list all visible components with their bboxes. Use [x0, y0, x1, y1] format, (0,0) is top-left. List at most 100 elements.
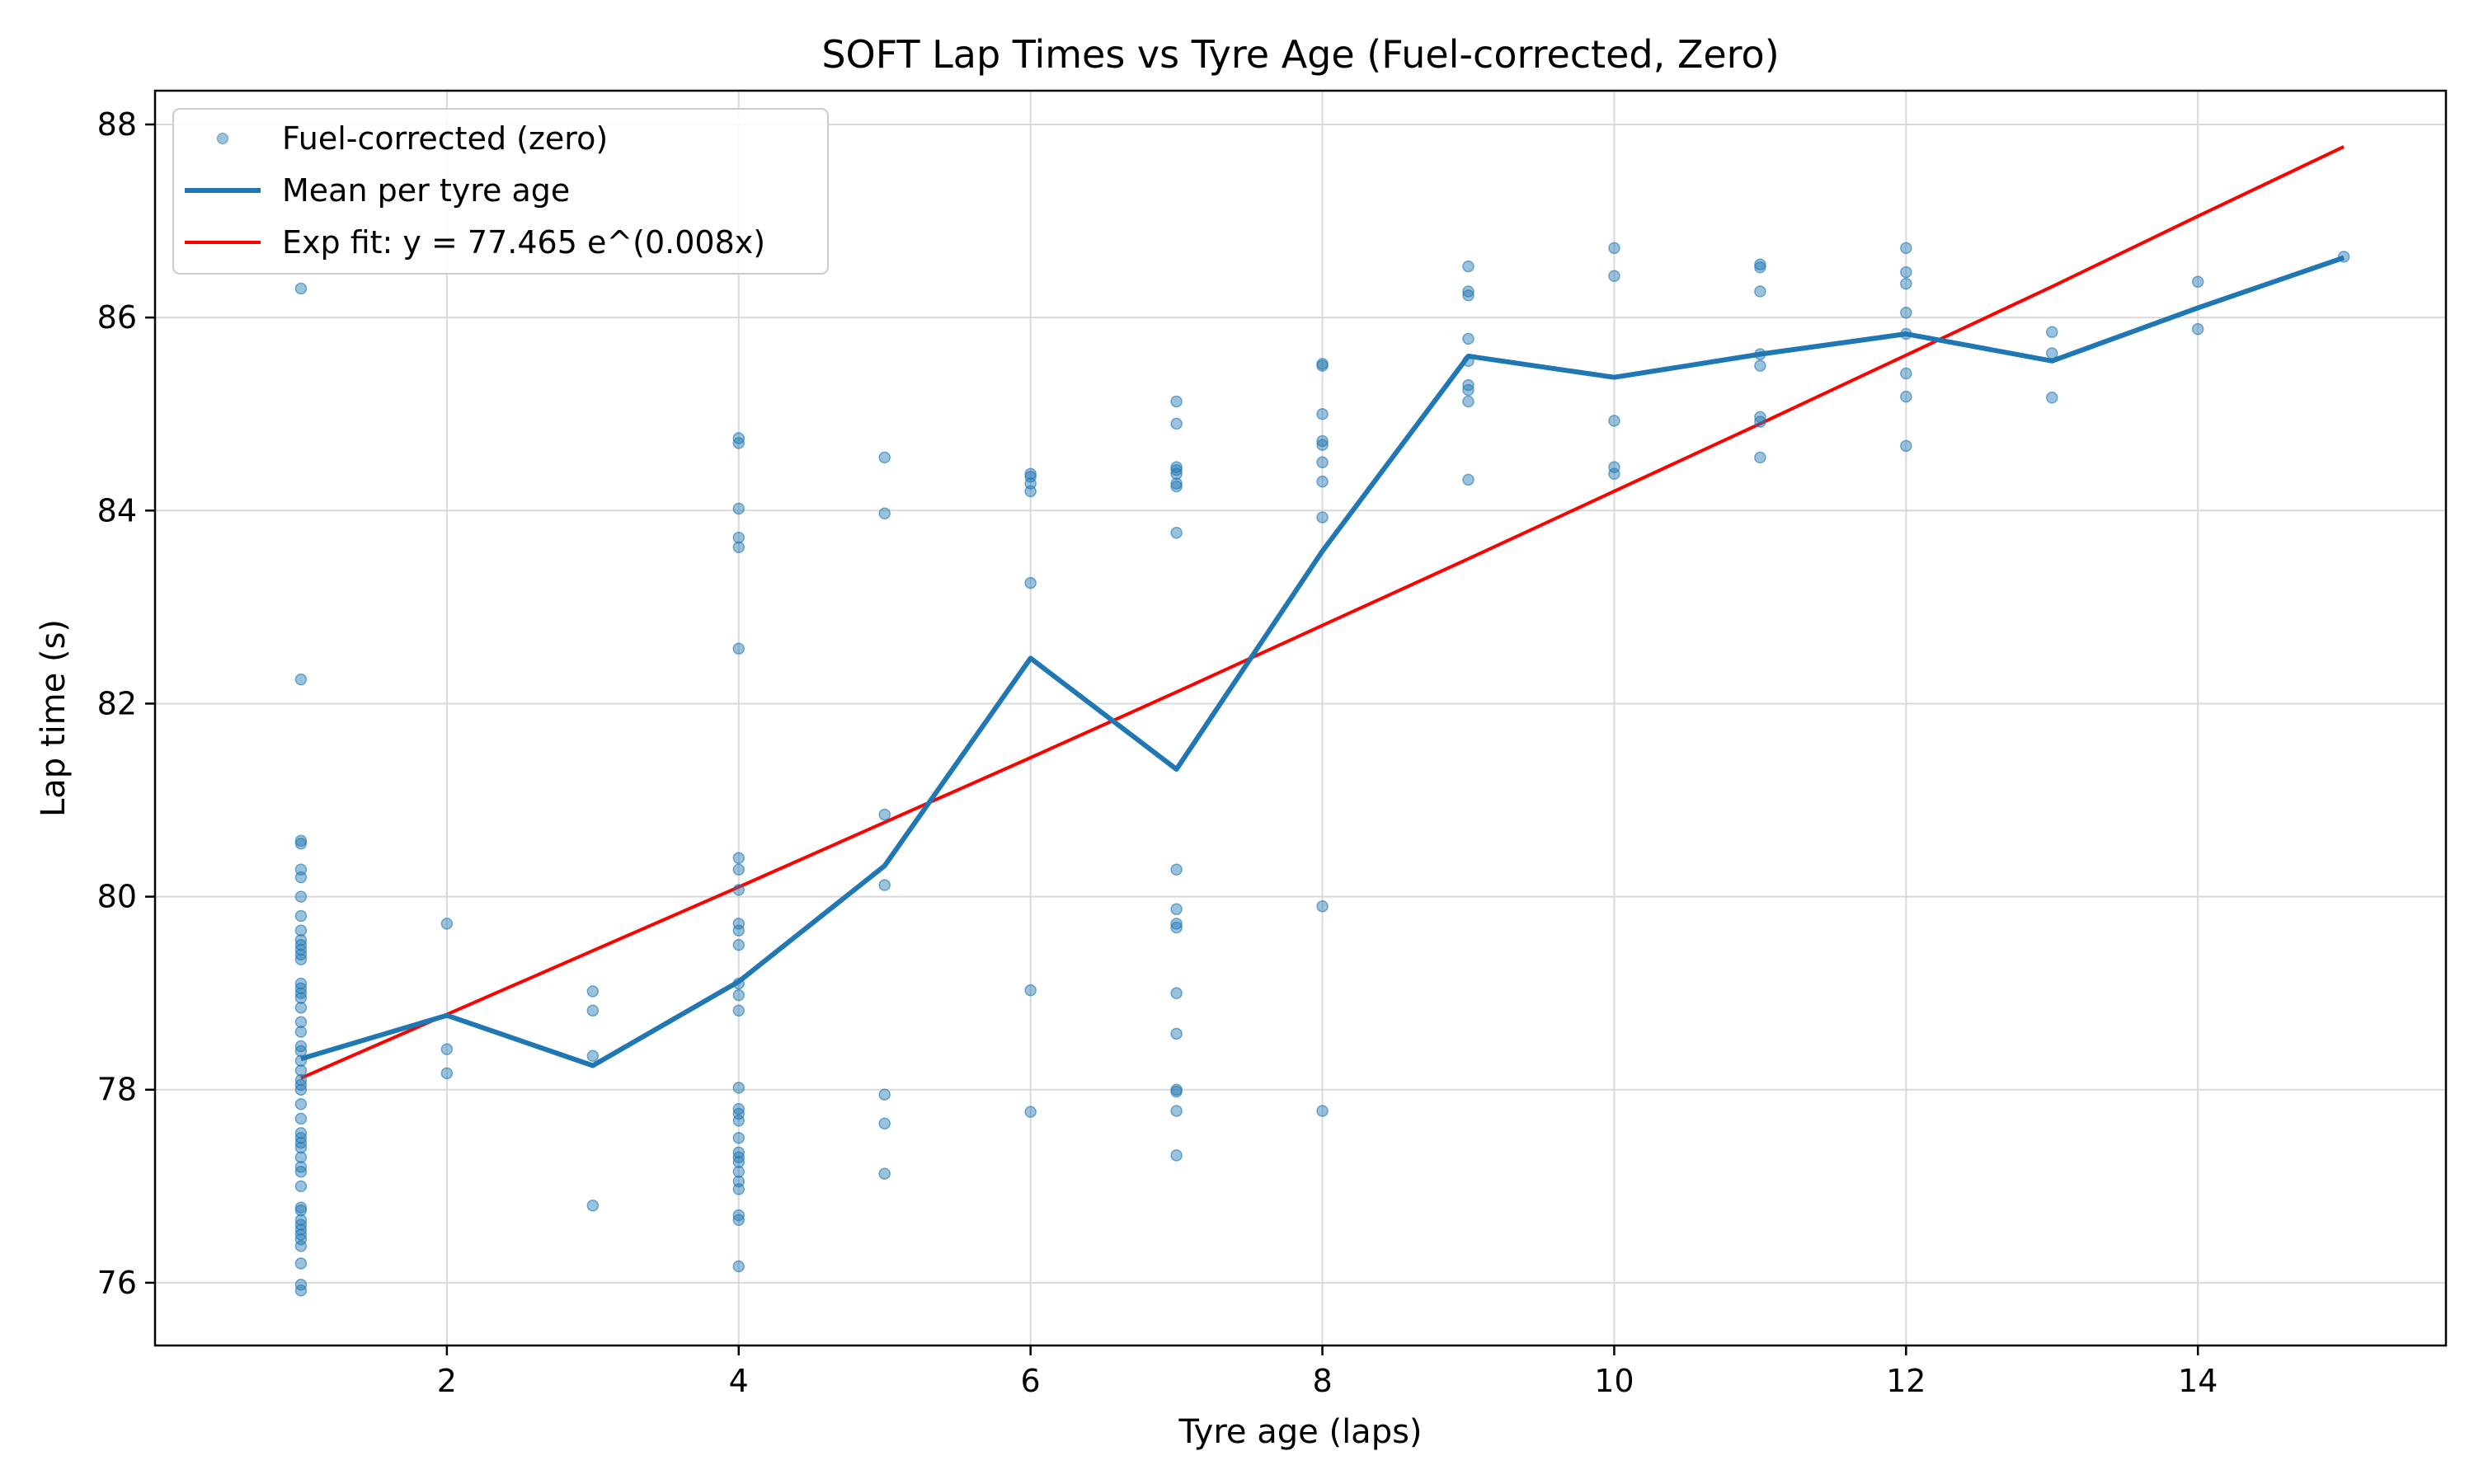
scatter-point	[294, 673, 308, 686]
scatter-point	[586, 1050, 600, 1063]
scatter-point	[1170, 863, 1183, 876]
y-tick-label: 88	[97, 106, 137, 143]
scatter-point	[732, 1114, 745, 1127]
scatter-point	[294, 834, 308, 847]
legend: Fuel-corrected (zero) Mean per tyre age …	[172, 108, 829, 275]
scatter-point	[878, 1117, 891, 1129]
scatter-point	[1608, 242, 1620, 255]
scatter-point	[440, 918, 454, 930]
scatter-point	[1170, 987, 1183, 999]
scatter-point	[1754, 416, 1766, 428]
scatter-point	[1754, 451, 1766, 464]
scatter-point	[878, 1167, 891, 1180]
scatter-point	[732, 884, 745, 896]
scatter-point	[1900, 265, 1912, 279]
y-tick-label: 84	[97, 492, 137, 528]
scatter-point	[1900, 277, 1912, 290]
scatter-point	[294, 992, 308, 1004]
chart-title: SOFT Lap Times vs Tyre Age (Fuel-correct…	[821, 32, 1779, 77]
x-tick-label: 10	[1594, 1363, 1634, 1399]
grid	[155, 91, 2446, 1345]
y-tick-label: 78	[97, 1072, 137, 1108]
scatter-point	[586, 1004, 600, 1017]
x-tick-label: 4	[729, 1363, 749, 1399]
scatter-point	[1316, 439, 1329, 451]
scatter-point	[1170, 903, 1183, 916]
scatter-point	[732, 1214, 745, 1227]
scatter-point	[1170, 463, 1183, 477]
scatter-point	[1024, 576, 1037, 589]
exp-fit-layer	[300, 145, 2345, 1080]
legend-scatter-marker	[217, 133, 228, 144]
scatter-point	[294, 1180, 308, 1193]
legend-label-fit: Exp fit: y = 77.465 e^(0.008x)	[282, 224, 765, 261]
scatter-point	[732, 502, 745, 515]
scatter-point	[1900, 367, 1912, 380]
scatter-point	[1754, 285, 1766, 298]
y-tick-label: 80	[97, 879, 137, 915]
scatter-point	[1170, 1105, 1183, 1117]
scatter-point	[732, 1082, 745, 1094]
scatter-point	[294, 1112, 308, 1125]
x-ticks: 2 4 6 8 10 12 14	[437, 1345, 2218, 1399]
scatter-point	[294, 871, 308, 884]
scatter-point	[294, 924, 308, 937]
scatter-point	[1900, 242, 1912, 255]
scatter-point	[1462, 260, 1475, 273]
scatter-point	[294, 1151, 308, 1163]
scatter-point	[586, 985, 600, 998]
x-tick-label: 14	[2178, 1363, 2218, 1399]
x-tick-label: 6	[1021, 1363, 1041, 1399]
scatter-point	[878, 879, 891, 891]
scatter-point	[440, 1043, 454, 1055]
x-tick-label: 12	[1886, 1363, 1926, 1399]
scatter-point	[1900, 390, 1912, 403]
scatter-point	[1024, 1106, 1037, 1118]
scatter-point	[294, 1166, 308, 1178]
scatter-point	[732, 1156, 745, 1168]
legend-label-mean: Mean per tyre age	[282, 172, 570, 209]
scatter-point	[1316, 456, 1329, 468]
legend-box	[172, 108, 829, 275]
scatter-point	[294, 1001, 308, 1014]
scatter-point	[1170, 1085, 1183, 1098]
scatter-point	[1170, 1149, 1183, 1162]
scatter-point	[1170, 417, 1183, 430]
scatter-point	[294, 1201, 308, 1214]
scatter-point	[1316, 511, 1329, 524]
scatter-point	[1316, 1105, 1329, 1117]
x-axis-label: Tyre age (laps)	[1178, 1413, 1422, 1451]
scatter-point	[732, 924, 745, 937]
scatter-point	[294, 1204, 308, 1217]
scatter-point	[294, 1257, 308, 1270]
scatter-point	[294, 1098, 308, 1111]
scatter-point	[1754, 359, 1766, 372]
scatter-point	[1170, 395, 1183, 408]
y-tick-label: 86	[97, 299, 137, 336]
y-axis-label: Lap time (s)	[35, 619, 73, 817]
scatter-point	[294, 1064, 308, 1077]
scatter-point	[1170, 467, 1183, 481]
scatter-point	[732, 1260, 745, 1273]
scatter-point	[1170, 526, 1183, 539]
scatter-point	[878, 507, 891, 520]
scatter-point	[440, 1067, 454, 1080]
scatter-point	[1608, 467, 1620, 481]
scatter-point	[1170, 921, 1183, 934]
scatter-point	[1900, 439, 1912, 453]
scatter-layer	[294, 242, 2350, 1297]
scatter-point	[1170, 1027, 1183, 1040]
scatter-point	[1462, 395, 1475, 408]
scatter-point	[1462, 473, 1475, 486]
scatter-point	[732, 989, 745, 1002]
scatter-point	[1170, 918, 1183, 930]
exp-fit-line	[300, 145, 2345, 1080]
scatter-point	[1024, 984, 1037, 997]
scatter-point	[294, 1240, 308, 1252]
scatter-point	[1316, 359, 1329, 372]
scatter-point	[294, 282, 308, 295]
scatter-point	[878, 808, 891, 821]
scatter-point	[1608, 415, 1620, 427]
scatter-point	[1316, 900, 1329, 913]
